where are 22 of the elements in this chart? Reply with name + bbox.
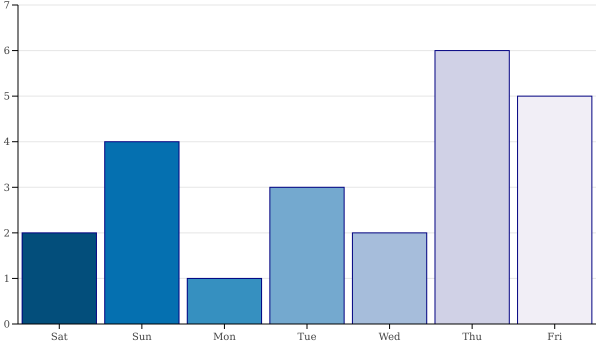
y-tick-label: 2 bbox=[4, 228, 10, 240]
x-tick-label: Wed bbox=[378, 332, 402, 343]
x-tick-label: Sun bbox=[132, 332, 152, 343]
y-tick-label: 3 bbox=[4, 182, 10, 194]
bar bbox=[352, 232, 428, 324]
x-tick-label: Tue bbox=[297, 332, 317, 343]
x-tick-label: Fri bbox=[547, 332, 562, 343]
y-tick-label: 1 bbox=[4, 274, 10, 285]
x-tick-label: Mon bbox=[213, 332, 236, 343]
bar bbox=[434, 50, 510, 324]
bar bbox=[104, 141, 180, 324]
y-tick-label: 7 bbox=[4, 0, 10, 12]
bar bbox=[22, 232, 97, 324]
x-tick-label: Sat bbox=[50, 332, 68, 343]
y-tick-label: 5 bbox=[4, 92, 10, 103]
y-tick-label: 6 bbox=[4, 46, 10, 58]
x-tick-label: Thu bbox=[462, 332, 482, 343]
bar bbox=[269, 186, 345, 324]
y-tick-label: 4 bbox=[4, 137, 10, 148]
y-tick-label: 0 bbox=[4, 320, 10, 330]
bar bbox=[186, 278, 262, 324]
bar bbox=[517, 96, 592, 324]
